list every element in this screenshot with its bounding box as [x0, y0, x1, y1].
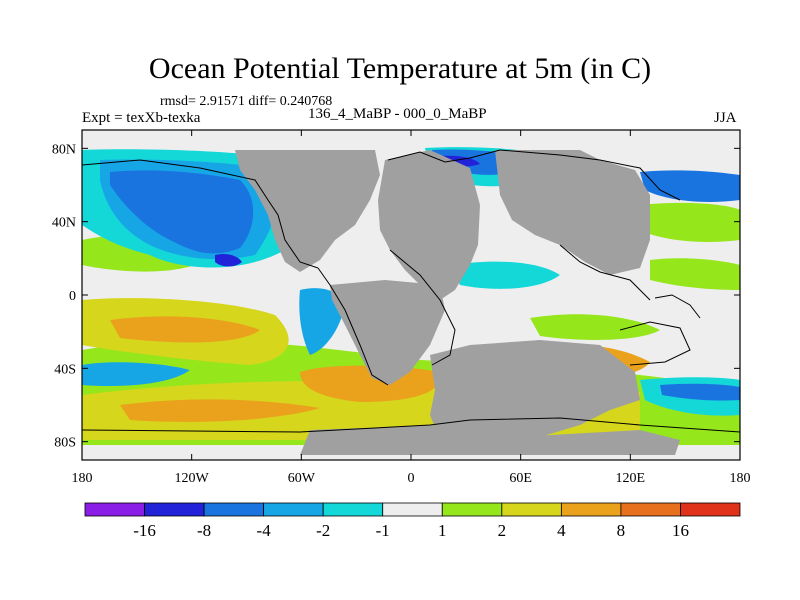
- x-tick-label: 120E: [616, 471, 646, 486]
- x-tick-label: 0: [408, 471, 415, 486]
- contour-west-pacific-green: [650, 258, 740, 290]
- y-tick-label: 40N: [52, 216, 76, 231]
- y-tick-label: 0: [69, 289, 76, 304]
- map-title: Ocean Potential Temperature at 5m (in C): [148, 52, 652, 85]
- y-tick-label: 80N: [52, 142, 76, 157]
- period-label: 136_4_MaBP - 000_0_MaBP: [308, 106, 487, 122]
- latitude-axis: 80N 40N 0 40S 80S: [52, 142, 740, 451]
- colorbar-label: -4: [257, 521, 272, 540]
- temperature-field: [82, 130, 740, 460]
- land-masses: [235, 150, 680, 455]
- colorbar-swatch: [680, 502, 741, 517]
- colorbar-swatch: [263, 502, 324, 517]
- colorbar-label: 2: [498, 521, 507, 540]
- land-north-america: [235, 150, 380, 272]
- longitude-axis: 180 120W 60W 0 60E 120E 180: [72, 130, 751, 486]
- colorbar-swatch: [144, 502, 205, 517]
- colorbar-label: -1: [376, 521, 390, 540]
- colorbar-labels: -16 -8 -4 -2 -1 1 2 4 8 16: [133, 521, 689, 540]
- colorbar-swatch: [501, 502, 562, 517]
- contour-west-african-cyan: [450, 261, 560, 289]
- colorbar-label: 1: [438, 521, 447, 540]
- coastlines: [82, 149, 740, 433]
- stats-label: rmsd= 2.91571 diff= 0.240768: [160, 94, 333, 109]
- x-tick-label: 180: [72, 471, 93, 486]
- contour-southern-ocean-blue: [660, 383, 740, 401]
- contour-arctic-blue: [640, 170, 740, 202]
- contour-east-pacific-green: [640, 202, 740, 242]
- colorbar-swatch: [620, 502, 681, 517]
- season-label: JJA: [714, 110, 737, 126]
- contour-north-pacific-blue: [110, 170, 254, 254]
- colorbar-swatch: [441, 502, 503, 517]
- colorbar-swatch: [382, 502, 443, 517]
- land-eurasia: [495, 150, 650, 275]
- land-africa-europe: [378, 150, 480, 300]
- colorbar-label: -16: [133, 521, 156, 540]
- colorbar-swatch: [84, 502, 145, 517]
- colorbar-label: -8: [197, 521, 211, 540]
- colorbar-label: 16: [672, 521, 689, 540]
- contour-east-pacific-cyan: [299, 288, 345, 355]
- y-tick-label: 80S: [54, 436, 76, 451]
- land-antarctic-fringe: [300, 425, 680, 455]
- contour-tropical-indian-green: [530, 314, 660, 340]
- colorbar-swatch: [322, 502, 384, 517]
- contour-southern-orange-band: [120, 399, 320, 422]
- colorbar-swatch: [560, 502, 622, 517]
- land-australia-antarctica: [430, 340, 640, 448]
- colorbar-label: -2: [316, 521, 330, 540]
- x-tick-label: 180: [730, 471, 751, 486]
- contour-north-pacific-darkblue: [215, 253, 242, 267]
- experiment-label: Expt = texXb-texka: [82, 110, 201, 126]
- contour-south-pacific-lightblue: [82, 362, 190, 387]
- x-tick-label: 60E: [509, 471, 532, 486]
- x-tick-label: 120W: [175, 471, 210, 486]
- contour-pacific-orange: [110, 316, 260, 343]
- colorbar-label: 8: [617, 521, 626, 540]
- land-south-america: [330, 280, 445, 385]
- y-tick-label: 40S: [54, 362, 76, 377]
- colorbar: [84, 502, 741, 517]
- colorbar-swatch: [203, 502, 265, 517]
- colorbar-label: 4: [557, 521, 566, 540]
- x-tick-label: 60W: [288, 471, 316, 486]
